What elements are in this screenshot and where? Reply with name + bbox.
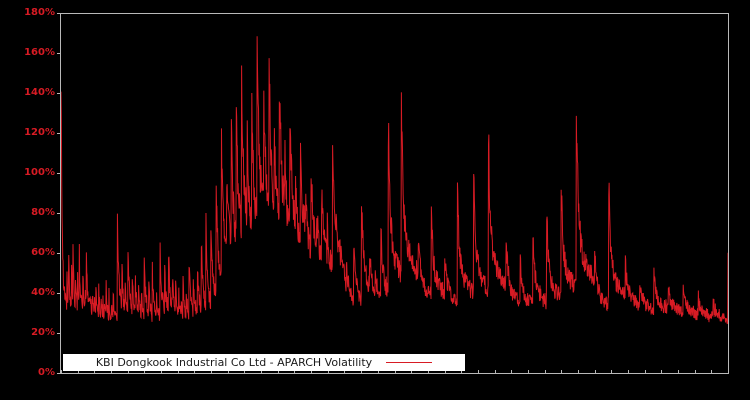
x-axis-tick-mark [378, 370, 379, 373]
x-axis-tick-mark [495, 370, 496, 373]
y-axis-tick-mark [57, 293, 60, 294]
x-axis-tick-mark [178, 370, 179, 373]
x-axis-tick-mark [428, 370, 429, 373]
y-axis-tick-mark [57, 373, 60, 374]
y-axis-tick-mark [57, 13, 60, 14]
y-axis-tick-label: 100% [24, 167, 55, 178]
y-axis-tick-mark [57, 53, 60, 54]
y-axis-tick-label: 60% [31, 247, 55, 258]
x-axis-tick-mark [611, 370, 612, 373]
x-axis-tick-mark [211, 370, 212, 373]
x-axis-tick-mark [545, 370, 546, 373]
x-axis-tick-mark [628, 370, 629, 373]
x-axis-tick-mark [695, 370, 696, 373]
y-axis-tick-label: 140% [24, 87, 55, 98]
y-axis-tick-label: 80% [31, 207, 55, 218]
x-axis-tick-mark [228, 370, 229, 373]
y-axis-tick-label: 120% [24, 127, 55, 138]
x-axis-tick-mark [511, 370, 512, 373]
x-axis-tick-mark [161, 370, 162, 373]
y-axis-tick-label: 0% [38, 367, 55, 378]
series-line-aparch-volatility [61, 36, 728, 325]
x-axis-tick-mark [294, 370, 295, 373]
x-axis-tick-mark [144, 370, 145, 373]
y-axis-tick-mark [57, 133, 60, 134]
x-axis-tick-mark [478, 370, 479, 373]
y-axis-tick-labels: 0% 20% 40% 60% 80% 100% 120% 140% 160% 180% [0, 0, 55, 400]
y-axis-tick-label: 40% [31, 287, 55, 298]
x-axis-tick-mark [578, 370, 579, 373]
y-axis-tick-mark [57, 333, 60, 334]
x-axis-tick-mark [261, 370, 262, 373]
x-axis-tick-mark [445, 370, 446, 373]
x-axis-tick-mark [728, 370, 729, 373]
x-axis-tick-mark [328, 370, 329, 373]
x-axis-tick-mark [344, 370, 345, 373]
y-axis-tick-mark [57, 213, 60, 214]
x-axis-tick-mark [61, 370, 62, 373]
x-axis-tick-mark [395, 370, 396, 373]
x-axis-tick-mark [94, 370, 95, 373]
x-axis-tick-mark [244, 370, 245, 373]
x-axis-tick-mark [595, 370, 596, 373]
y-axis-tick-label: 160% [24, 47, 55, 58]
y-axis-tick-mark [57, 253, 60, 254]
x-axis-tick-mark [711, 370, 712, 373]
y-axis-tick-mark [57, 93, 60, 94]
legend-line-sample [386, 362, 433, 363]
x-axis-tick-mark [111, 370, 112, 373]
chart-legend: KBI Dongkook Industrial Co Ltd - APARCH … [63, 354, 465, 371]
x-axis-tick-mark [661, 370, 662, 373]
plot-area[interactable] [60, 13, 729, 374]
x-axis-tick-mark [561, 370, 562, 373]
x-axis-tick-mark [78, 370, 79, 373]
legend-label: KBI Dongkook Industrial Co Ltd - APARCH … [95, 356, 373, 369]
x-axis-tick-mark [311, 370, 312, 373]
x-axis-tick-mark [528, 370, 529, 373]
x-axis-tick-mark [278, 370, 279, 373]
y-axis-tick-label: 180% [24, 7, 55, 18]
x-axis-tick-mark [361, 370, 362, 373]
x-axis-tick-mark [645, 370, 646, 373]
x-axis-tick-mark [194, 370, 195, 373]
x-axis-tick-mark [461, 370, 462, 373]
x-axis-tick-mark [128, 370, 129, 373]
x-axis-tick-mark [678, 370, 679, 373]
y-axis-tick-mark [57, 173, 60, 174]
y-axis-tick-label: 20% [31, 327, 55, 338]
x-axis-tick-mark [411, 370, 412, 373]
